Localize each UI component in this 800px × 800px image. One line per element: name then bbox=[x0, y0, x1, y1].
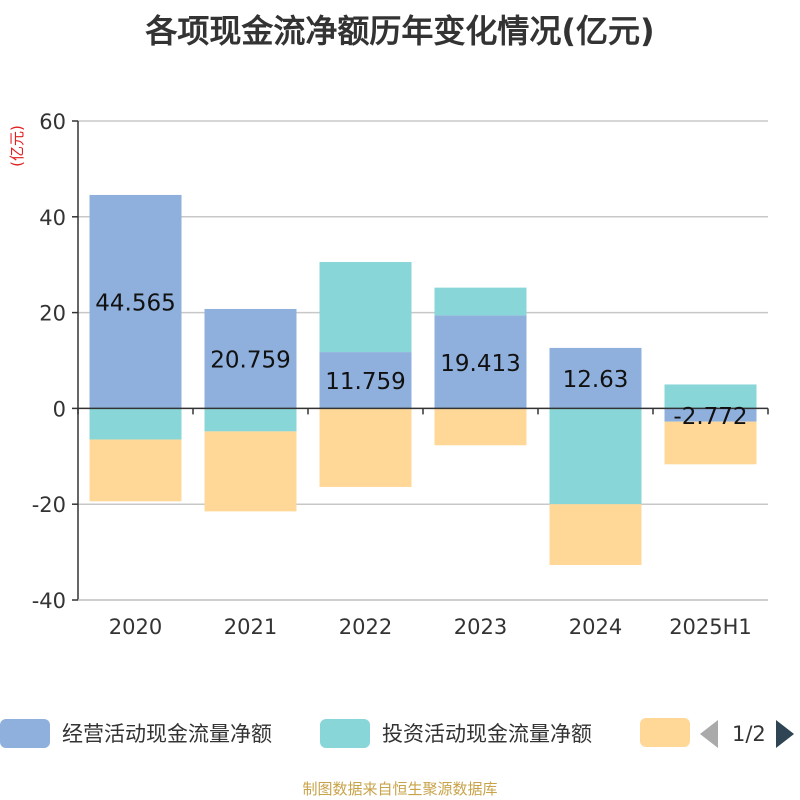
next-page-icon[interactable] bbox=[775, 720, 794, 748]
axes: -40 -20 0 20 40 60 2020 2021 2022 2023 2024 2025H1 bbox=[32, 110, 769, 639]
bar-3-2023[interactable] bbox=[434, 408, 527, 446]
data-labels: 44.565 20.759 11.759 19.413 12.63 -2.772 bbox=[95, 291, 747, 430]
bar-3-2021[interactable] bbox=[204, 431, 297, 512]
x-tick-label: 2020 bbox=[109, 615, 162, 639]
x-tick-label: 2022 bbox=[339, 615, 392, 639]
bar-3-2024[interactable] bbox=[549, 504, 642, 566]
x-tick-label: 2024 bbox=[569, 615, 622, 639]
y-tick-label: -20 bbox=[32, 493, 66, 517]
y-axis-label: (亿元) bbox=[8, 125, 26, 167]
legend-page-indicator: 1/2 bbox=[732, 722, 766, 746]
legend-item-investing[interactable]: 投资活动现金流量净额 bbox=[320, 718, 592, 748]
legend-item-operating[interactable]: 经营活动现金流量净额 bbox=[0, 718, 272, 748]
legend-item-financing[interactable] bbox=[640, 718, 690, 747]
bar-2-2020[interactable] bbox=[89, 408, 182, 440]
bar-2-2022[interactable] bbox=[319, 262, 412, 353]
bars bbox=[89, 194, 757, 566]
y-tick-label: 40 bbox=[39, 206, 66, 230]
y-tick-label: 60 bbox=[39, 110, 66, 134]
data-label-2023: 19.413 bbox=[440, 351, 520, 377]
x-tick-label: 2021 bbox=[224, 615, 277, 639]
bar-3-2025H1[interactable] bbox=[664, 421, 757, 465]
y-tick-label: 0 bbox=[53, 397, 66, 421]
data-label-2025H1: -2.772 bbox=[673, 404, 747, 430]
bar-1-2020[interactable] bbox=[89, 194, 182, 409]
legend-swatch-financing bbox=[640, 718, 690, 747]
bar-3-2020[interactable] bbox=[89, 439, 182, 502]
data-label-2021: 20.759 bbox=[210, 348, 290, 374]
legend-swatch-investing bbox=[320, 718, 370, 748]
x-tick-label: 2025H1 bbox=[669, 615, 752, 639]
bar-3-2022[interactable] bbox=[319, 408, 412, 487]
legend-label-investing: 投资活动现金流量净额 bbox=[382, 722, 592, 746]
source-footer: 制图数据来自恒生聚源数据库 bbox=[302, 780, 498, 798]
bar-1-2023[interactable] bbox=[434, 315, 527, 409]
y-tick-label: 20 bbox=[39, 302, 66, 326]
legend: 经营活动现金流量净额 投资活动现金流量净额 1/2 bbox=[0, 714, 800, 754]
prev-page-icon[interactable] bbox=[700, 720, 718, 748]
legend-swatch-operating bbox=[0, 718, 50, 748]
bar-2-2024[interactable] bbox=[549, 408, 642, 505]
data-label-2024: 12.63 bbox=[563, 367, 629, 393]
y-tick-label: -40 bbox=[32, 589, 66, 613]
x-tick-label: 2023 bbox=[454, 615, 507, 639]
legend-label-operating: 经营活动现金流量净额 bbox=[62, 722, 272, 746]
bar-1-2024[interactable] bbox=[549, 347, 642, 409]
data-label-2022: 11.759 bbox=[325, 369, 405, 395]
bar-1-2025H1[interactable] bbox=[664, 408, 757, 422]
bar-2-2025H1[interactable] bbox=[664, 384, 757, 409]
bar-2-2023[interactable] bbox=[434, 287, 527, 316]
bar-2-2021[interactable] bbox=[204, 408, 297, 432]
data-label-2020: 44.565 bbox=[95, 291, 175, 317]
bar-1-2022[interactable] bbox=[319, 352, 412, 409]
chart-title: 各项现金流净额历年变化情况(亿元) bbox=[145, 12, 655, 50]
legend-pager: 1/2 bbox=[700, 720, 794, 748]
bar-1-2021[interactable] bbox=[204, 308, 297, 409]
